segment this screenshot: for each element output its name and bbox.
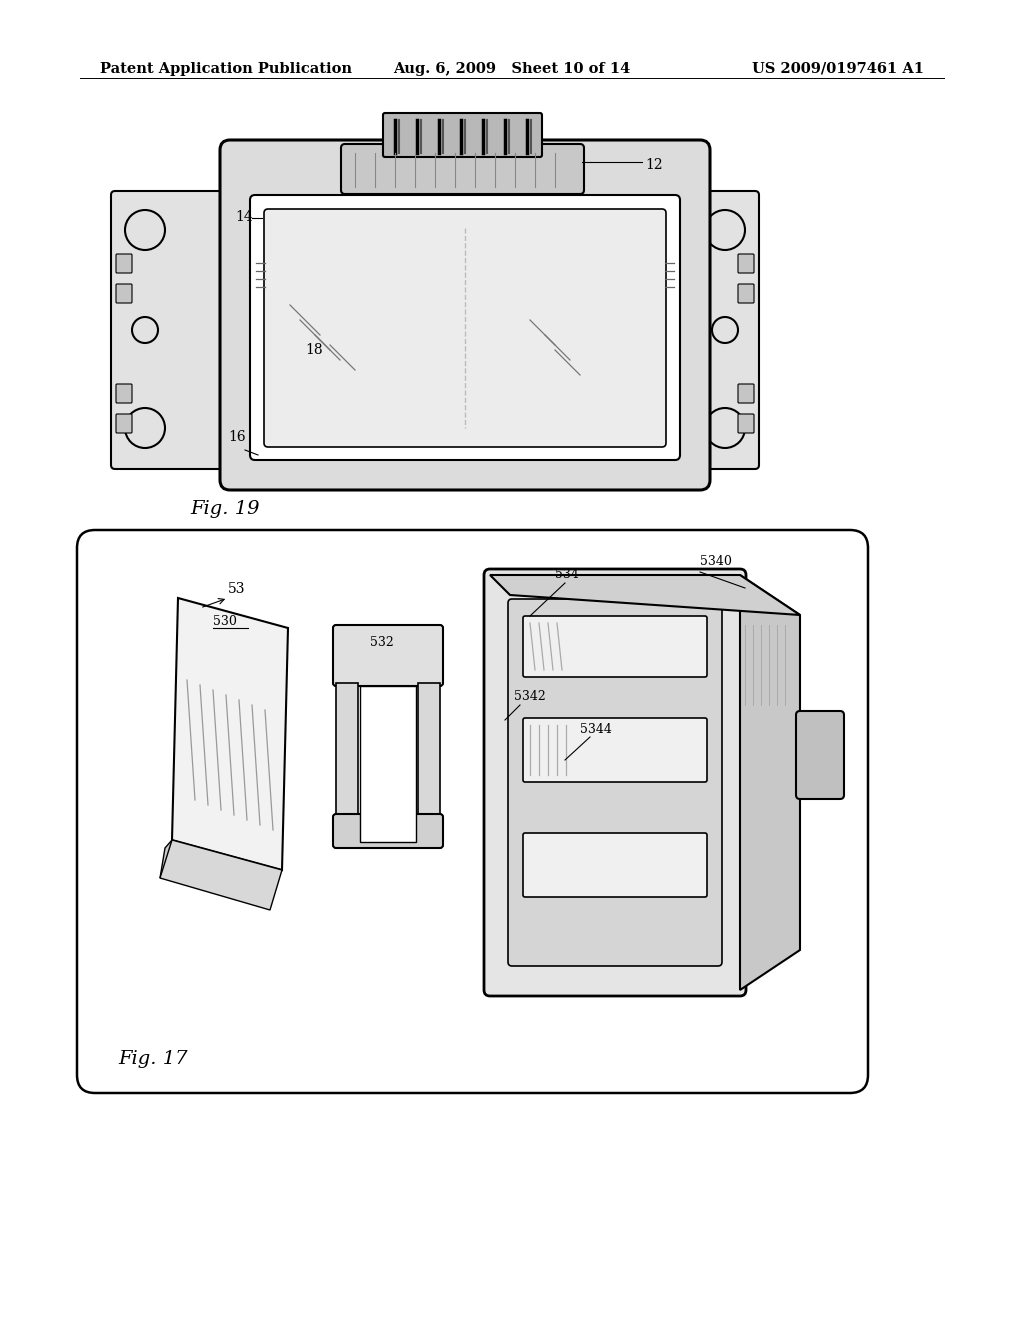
- FancyBboxPatch shape: [250, 195, 680, 459]
- Text: 16: 16: [228, 430, 246, 444]
- Text: 5342: 5342: [514, 690, 546, 704]
- Polygon shape: [490, 576, 800, 615]
- Polygon shape: [740, 576, 800, 990]
- Text: 5344: 5344: [580, 723, 612, 737]
- FancyBboxPatch shape: [523, 718, 707, 781]
- FancyBboxPatch shape: [738, 384, 754, 403]
- Text: Fig. 19: Fig. 19: [190, 500, 259, 517]
- Text: Patent Application Publication: Patent Application Publication: [100, 62, 352, 77]
- FancyBboxPatch shape: [508, 599, 722, 966]
- FancyBboxPatch shape: [523, 833, 707, 898]
- FancyBboxPatch shape: [523, 616, 707, 677]
- Text: Aug. 6, 2009   Sheet 10 of 14: Aug. 6, 2009 Sheet 10 of 14: [393, 62, 631, 77]
- FancyBboxPatch shape: [116, 414, 132, 433]
- FancyBboxPatch shape: [796, 711, 844, 799]
- FancyBboxPatch shape: [341, 144, 584, 194]
- Text: 12: 12: [645, 158, 663, 172]
- FancyBboxPatch shape: [333, 814, 443, 847]
- Text: 532: 532: [370, 636, 394, 649]
- FancyBboxPatch shape: [484, 569, 746, 997]
- FancyBboxPatch shape: [111, 191, 247, 469]
- FancyBboxPatch shape: [116, 284, 132, 304]
- Polygon shape: [160, 840, 172, 878]
- FancyBboxPatch shape: [264, 209, 666, 447]
- Text: 18: 18: [305, 343, 323, 356]
- FancyBboxPatch shape: [383, 114, 542, 157]
- Text: 53: 53: [228, 582, 246, 597]
- Text: Fig. 17: Fig. 17: [118, 1049, 187, 1068]
- FancyBboxPatch shape: [683, 191, 759, 469]
- Polygon shape: [360, 686, 416, 842]
- Text: US 2009/0197461 A1: US 2009/0197461 A1: [752, 62, 924, 77]
- Polygon shape: [172, 598, 288, 870]
- FancyBboxPatch shape: [220, 140, 710, 490]
- FancyBboxPatch shape: [738, 284, 754, 304]
- Text: 5340: 5340: [700, 554, 732, 568]
- FancyBboxPatch shape: [116, 384, 132, 403]
- Text: 530: 530: [213, 615, 237, 628]
- FancyBboxPatch shape: [738, 253, 754, 273]
- FancyBboxPatch shape: [116, 253, 132, 273]
- Text: 14: 14: [234, 210, 253, 224]
- Polygon shape: [418, 682, 440, 845]
- FancyBboxPatch shape: [738, 414, 754, 433]
- Text: 534: 534: [555, 568, 579, 581]
- FancyBboxPatch shape: [333, 624, 443, 686]
- Polygon shape: [336, 682, 358, 845]
- Polygon shape: [160, 840, 282, 909]
